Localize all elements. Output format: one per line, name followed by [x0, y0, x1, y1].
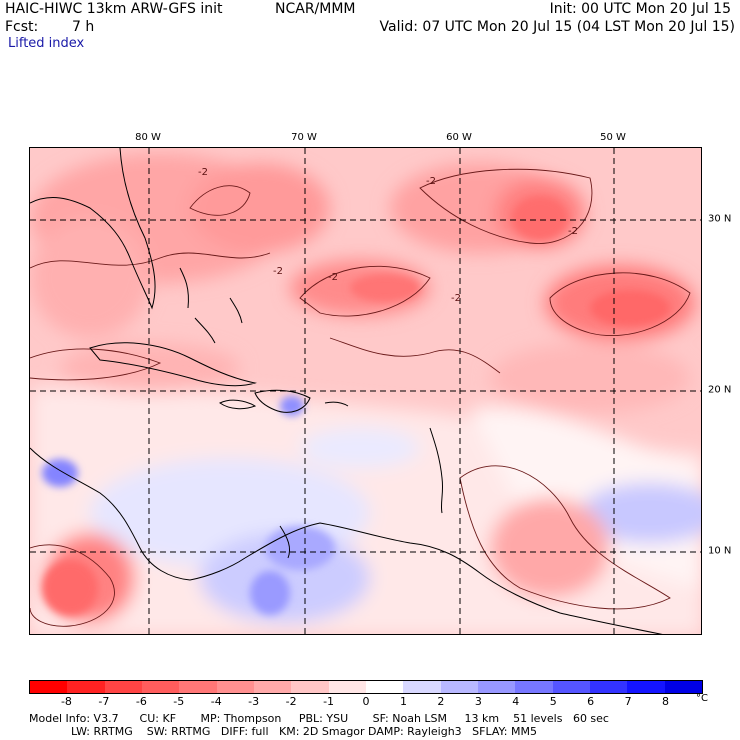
- coast-lesser-antilles: [429, 427, 444, 514]
- shading-detail: [42, 196, 670, 616]
- coast-jamaica: [219, 399, 257, 410]
- forecast-label: Fcst:: [5, 19, 39, 35]
- contour-label: -2: [426, 176, 436, 187]
- coast-us-florida: [30, 148, 156, 310]
- lon-label-50w: 50 W: [600, 132, 626, 143]
- colorbar-tick-label: -2: [285, 695, 297, 708]
- colorbar-tick-label: -5: [173, 695, 185, 708]
- forecast-hour: 7 h: [72, 19, 95, 35]
- colorbar-tick-label: 7: [624, 695, 632, 708]
- colorbar-tick-label: 8: [662, 695, 670, 708]
- valid-time: Valid: 07 UTC Mon 20 Jul 15 (04 LST Mon …: [379, 19, 735, 35]
- colorbar-tick-label: 5: [549, 695, 557, 708]
- lat-label-20n: 20 N: [708, 384, 732, 396]
- colorbar-swatch: [328, 681, 366, 693]
- lon-label-70w: 70 W: [291, 132, 317, 143]
- colorbar-tick-label: -1: [323, 695, 335, 708]
- contour-label: -2: [328, 272, 338, 283]
- colorbar-swatch: [440, 681, 478, 693]
- lon-label-60w: 60 W: [446, 132, 472, 143]
- colorbar-swatch: [477, 681, 516, 693]
- field-name: Lifted index: [8, 36, 85, 51]
- colorbar-tick-label: 2: [437, 695, 445, 708]
- colorbar-swatch: [216, 681, 254, 693]
- contour-label: -2: [273, 266, 283, 277]
- colorbar-swatch: [104, 681, 142, 693]
- lon-label-80w: 80 W: [135, 132, 161, 143]
- graticule: [30, 148, 701, 634]
- colorbar-swatch: [664, 681, 702, 693]
- colorbar-tick-label: -8: [60, 695, 72, 708]
- colorbar-swatch: [589, 681, 628, 693]
- contour-label: -2: [198, 167, 208, 178]
- colorbar-tick-label: -7: [98, 695, 110, 708]
- init-time: Init: 00 UTC Mon 20 Jul 15: [549, 1, 731, 17]
- colorbar-swatch: [403, 681, 441, 693]
- contour-lines: [30, 168, 691, 627]
- colorbar-swatch: [552, 681, 590, 693]
- colorbar-swatch: [179, 681, 217, 693]
- coast-south-america: [244, 522, 663, 634]
- org-label: NCAR/MMM: [275, 1, 356, 17]
- colorbar-tick-label: 1: [399, 695, 407, 708]
- colorbar-tick-label: 4: [512, 695, 520, 708]
- colorbar-tick-label: 6: [587, 695, 595, 708]
- contour-label: -2: [568, 226, 578, 237]
- colorbar-tick-label: -3: [248, 695, 260, 708]
- colorbar-swatch: [515, 681, 553, 693]
- colorbar-swatch: [30, 681, 68, 693]
- colorbar-swatch: [291, 681, 329, 693]
- lat-label-30n: 30 N: [708, 213, 732, 225]
- colorbar-swatch: [253, 681, 292, 693]
- lifted-index-map: -2 -2 -2 -2 -2 -2: [29, 147, 702, 635]
- coast-cuba: [89, 342, 257, 387]
- colorbar-tick-label: -6: [135, 695, 147, 708]
- colorbar-unit: °C: [696, 693, 708, 704]
- model-info-line2: LW: RRTMG SW: RRTMG DIFF: full KM: 2D Sm…: [29, 725, 537, 738]
- colorbar: [29, 680, 703, 694]
- colorbar-tick-label: 0: [362, 695, 370, 708]
- coast-bahamas: [179, 267, 243, 344]
- colorbar-swatch: [365, 681, 404, 693]
- coast-puerto-rico: [324, 401, 349, 407]
- colorbar-tick-label: -4: [210, 695, 222, 708]
- lat-label-10n: 10 N: [708, 545, 732, 557]
- colorbar-tick-label: 3: [474, 695, 482, 708]
- colorbar-swatch: [627, 681, 665, 693]
- colorbar-swatch: [141, 681, 180, 693]
- model-title: HAIC-HIWC 13km ARW-GFS init: [5, 1, 223, 17]
- coast-maracaibo: [279, 525, 291, 559]
- coastlines: [30, 148, 663, 634]
- map-canvas: -2 -2 -2 -2 -2 -2: [30, 148, 701, 634]
- contour-labels: -2 -2 -2 -2 -2 -2: [198, 167, 578, 304]
- coast-central-america: [30, 447, 246, 581]
- colorbar-swatch: [67, 681, 105, 693]
- model-info-line1: Model Info: V3.7 CU: KF MP: Thompson PBL…: [29, 712, 609, 725]
- contour-label: -2: [451, 293, 461, 304]
